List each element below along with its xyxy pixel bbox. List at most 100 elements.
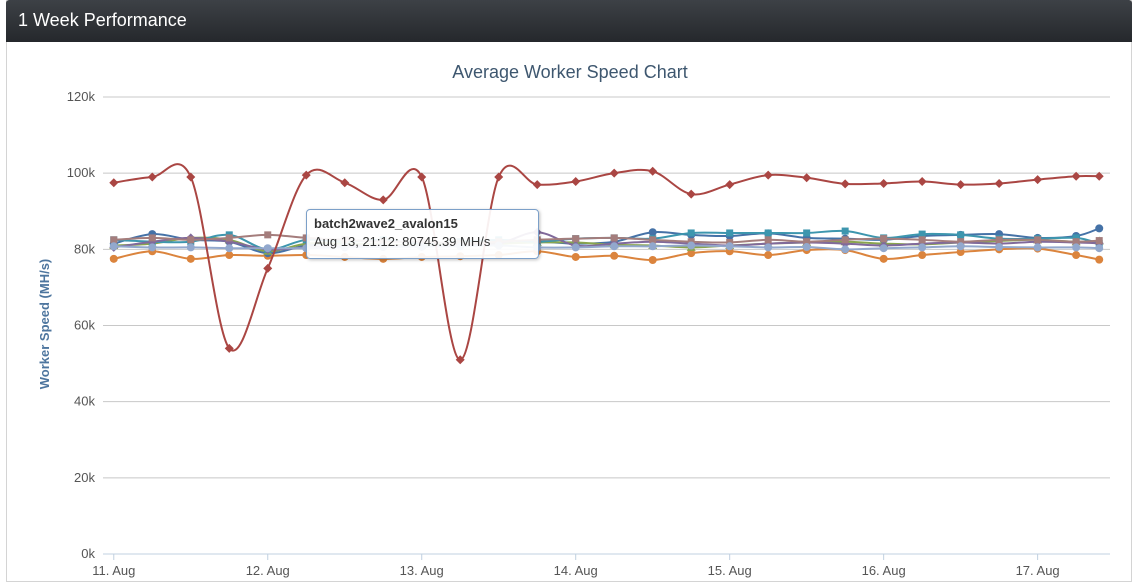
data-point[interactable] bbox=[764, 229, 772, 237]
data-point[interactable] bbox=[879, 254, 888, 263]
data-point[interactable] bbox=[840, 179, 850, 189]
data-point[interactable] bbox=[263, 244, 272, 253]
data-point[interactable] bbox=[1095, 255, 1104, 264]
data-point[interactable] bbox=[802, 173, 812, 183]
data-point[interactable] bbox=[225, 234, 233, 242]
data-point[interactable] bbox=[802, 243, 811, 252]
data-point[interactable] bbox=[340, 178, 350, 188]
data-point[interactable] bbox=[1033, 175, 1043, 185]
data-point[interactable] bbox=[1072, 251, 1081, 260]
data-point[interactable] bbox=[1095, 244, 1104, 253]
data-point[interactable] bbox=[994, 178, 1004, 188]
data-point[interactable] bbox=[879, 178, 889, 188]
data-point[interactable] bbox=[956, 242, 965, 251]
data-point[interactable] bbox=[957, 238, 965, 246]
data-point[interactable] bbox=[687, 249, 696, 258]
data-point[interactable] bbox=[918, 236, 926, 244]
data-point[interactable] bbox=[648, 255, 657, 264]
data-point[interactable] bbox=[648, 166, 658, 176]
data-point[interactable] bbox=[687, 229, 695, 237]
data-point[interactable] bbox=[186, 172, 196, 182]
data-point[interactable] bbox=[648, 228, 657, 237]
data-point[interactable] bbox=[110, 236, 118, 244]
data-point[interactable] bbox=[494, 172, 504, 182]
data-point[interactable] bbox=[572, 235, 580, 243]
data-point[interactable] bbox=[109, 178, 119, 188]
series-line[interactable] bbox=[113, 163, 1100, 361]
data-point[interactable] bbox=[880, 235, 888, 243]
data-point[interactable] bbox=[917, 177, 927, 187]
x-tick-label: 15. Aug bbox=[708, 563, 752, 578]
data-point[interactable] bbox=[687, 241, 696, 250]
data-point[interactable] bbox=[148, 243, 157, 252]
data-point[interactable] bbox=[803, 229, 811, 237]
worker-speed-chart[interactable]: 0k 20k 40k 60k 80k 100k 120k 11. Aug 12. Aug 13.… bbox=[0, 42, 1138, 582]
data-point[interactable] bbox=[803, 238, 811, 246]
tooltip-series-name: batch2wave2_avalon15 bbox=[314, 216, 458, 231]
series-lines[interactable] bbox=[109, 163, 1104, 365]
data-point[interactable] bbox=[610, 242, 619, 251]
data-point[interactable] bbox=[1033, 243, 1042, 252]
data-point[interactable] bbox=[264, 231, 272, 239]
data-point[interactable] bbox=[995, 243, 1004, 252]
data-point[interactable] bbox=[956, 247, 965, 256]
data-point[interactable] bbox=[957, 231, 965, 239]
data-point[interactable] bbox=[187, 236, 195, 244]
data-point[interactable] bbox=[764, 251, 773, 260]
data-point[interactable] bbox=[726, 229, 734, 237]
data-point[interactable] bbox=[109, 242, 118, 251]
data-point[interactable] bbox=[571, 177, 581, 187]
data-point[interactable] bbox=[186, 254, 195, 263]
data-point[interactable] bbox=[648, 242, 657, 251]
data-point[interactable] bbox=[571, 243, 580, 252]
data-point[interactable] bbox=[610, 234, 618, 242]
data-point[interactable] bbox=[1094, 171, 1104, 181]
data-point[interactable] bbox=[532, 180, 542, 190]
data-point[interactable] bbox=[725, 242, 734, 251]
data-point[interactable] bbox=[918, 243, 927, 252]
data-point[interactable] bbox=[918, 251, 927, 260]
data-point[interactable] bbox=[224, 343, 234, 353]
data-point[interactable] bbox=[225, 251, 234, 260]
data-point[interactable] bbox=[301, 170, 311, 180]
data-point[interactable] bbox=[918, 230, 926, 238]
series-1[interactable] bbox=[109, 163, 1104, 365]
data-point[interactable] bbox=[841, 245, 850, 254]
data-point[interactable] bbox=[1072, 238, 1080, 246]
data-point[interactable] bbox=[1071, 171, 1081, 181]
panel-header: 1 Week Performance bbox=[6, 0, 1132, 42]
data-point[interactable] bbox=[956, 180, 966, 190]
data-point[interactable] bbox=[148, 234, 156, 242]
data-point[interactable] bbox=[455, 355, 465, 365]
data-point[interactable] bbox=[263, 263, 273, 273]
x-tick-label: 11. Aug bbox=[92, 563, 135, 578]
tooltip-value: Aug 13, 21:12: 80745.39 MH/s bbox=[314, 234, 491, 249]
data-point[interactable] bbox=[147, 172, 157, 182]
data-point[interactable] bbox=[995, 236, 1003, 244]
data-point[interactable] bbox=[879, 244, 888, 253]
data-point[interactable] bbox=[649, 236, 657, 244]
data-point[interactable] bbox=[1095, 224, 1104, 233]
data-point[interactable] bbox=[763, 170, 773, 180]
data-point[interactable] bbox=[571, 252, 580, 261]
data-point[interactable] bbox=[186, 243, 195, 252]
data-point[interactable] bbox=[1072, 243, 1081, 252]
data-point[interactable] bbox=[841, 227, 849, 235]
data-point[interactable] bbox=[225, 244, 234, 253]
data-point[interactable] bbox=[1034, 236, 1042, 244]
series-line[interactable] bbox=[113, 244, 1100, 251]
data-point[interactable] bbox=[610, 251, 619, 260]
data-point[interactable] bbox=[841, 236, 849, 244]
data-point[interactable] bbox=[1072, 234, 1080, 242]
data-point[interactable] bbox=[764, 236, 772, 244]
data-point[interactable] bbox=[686, 189, 696, 199]
data-point[interactable] bbox=[109, 254, 118, 263]
data-point[interactable] bbox=[378, 195, 388, 205]
data-point[interactable] bbox=[764, 243, 773, 252]
data-point[interactable] bbox=[417, 172, 427, 182]
x-tick-label: 13. Aug bbox=[400, 563, 444, 578]
data-point[interactable] bbox=[609, 168, 619, 178]
data-point[interactable] bbox=[725, 180, 735, 190]
data-point[interactable] bbox=[1095, 237, 1103, 245]
y-tick-label: 20k bbox=[74, 470, 95, 485]
